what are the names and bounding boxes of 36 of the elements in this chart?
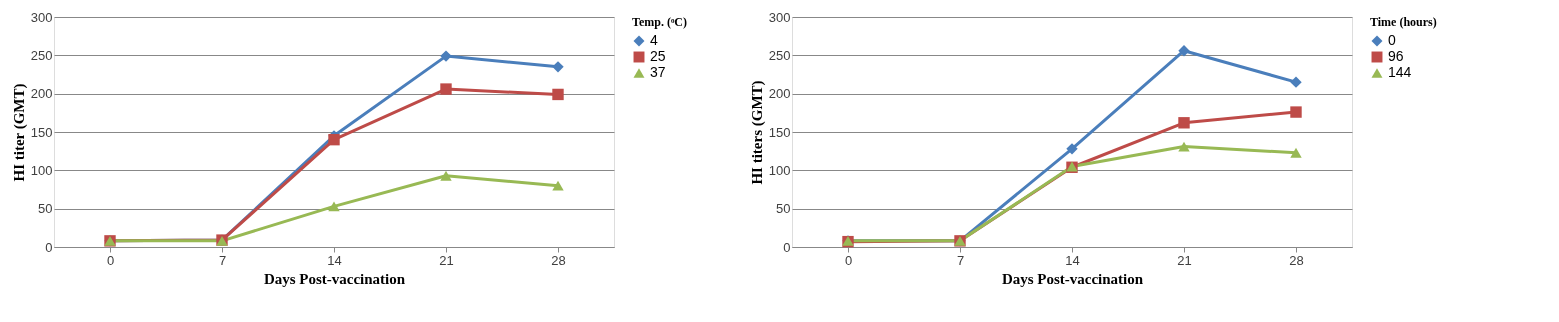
x-tick-label: 21 <box>439 252 454 268</box>
x-axis-title: Days Post-vaccination <box>263 270 406 287</box>
x-axis-title: Days Post-vaccination <box>1001 270 1144 287</box>
y-tick-label: 250 <box>768 47 791 63</box>
legend-label: 25 <box>650 48 666 64</box>
y-tick-label: 200 <box>30 86 53 102</box>
y-tick-label: 200 <box>768 86 791 102</box>
legend-label: 37 <box>650 64 666 80</box>
x-tick-label: 14 <box>327 252 342 268</box>
legend-label: 0 <box>1388 32 1396 48</box>
y-axis-title: HI titers (GMT) <box>748 80 766 185</box>
legend-label: 96 <box>1388 48 1404 64</box>
y-axis-title: HI titer (GMT) <box>10 83 28 182</box>
y-tick-label: 150 <box>768 124 791 140</box>
legend-label: 144 <box>1388 64 1412 80</box>
x-tick-label: 7 <box>218 252 227 268</box>
x-tick-label: 14 <box>1065 252 1080 268</box>
y-tick-label: 250 <box>30 47 53 63</box>
x-tick-label: 28 <box>1289 252 1304 268</box>
x-tick-label: 21 <box>1177 252 1192 268</box>
y-tick-label: 300 <box>768 9 791 25</box>
x-tick-label: 0 <box>106 252 115 268</box>
y-tick-label: 300 <box>30 9 53 25</box>
x-tick-label: 28 <box>551 252 566 268</box>
legend-title: Temp. (ᵒC) <box>632 15 687 29</box>
y-tick-label: 50 <box>776 201 791 217</box>
legend-title: Time (hours) <box>1370 15 1437 29</box>
x-tick-label: 7 <box>956 252 965 268</box>
x-tick-label: 0 <box>844 252 853 268</box>
y-tick-label: 100 <box>768 162 791 178</box>
y-tick-label: 0 <box>45 239 53 255</box>
y-tick-label: 0 <box>783 239 791 255</box>
y-tick-label: 100 <box>30 162 53 178</box>
y-tick-label: 150 <box>30 124 53 140</box>
legend-label: 4 <box>650 32 658 48</box>
y-tick-label: 50 <box>38 201 53 217</box>
